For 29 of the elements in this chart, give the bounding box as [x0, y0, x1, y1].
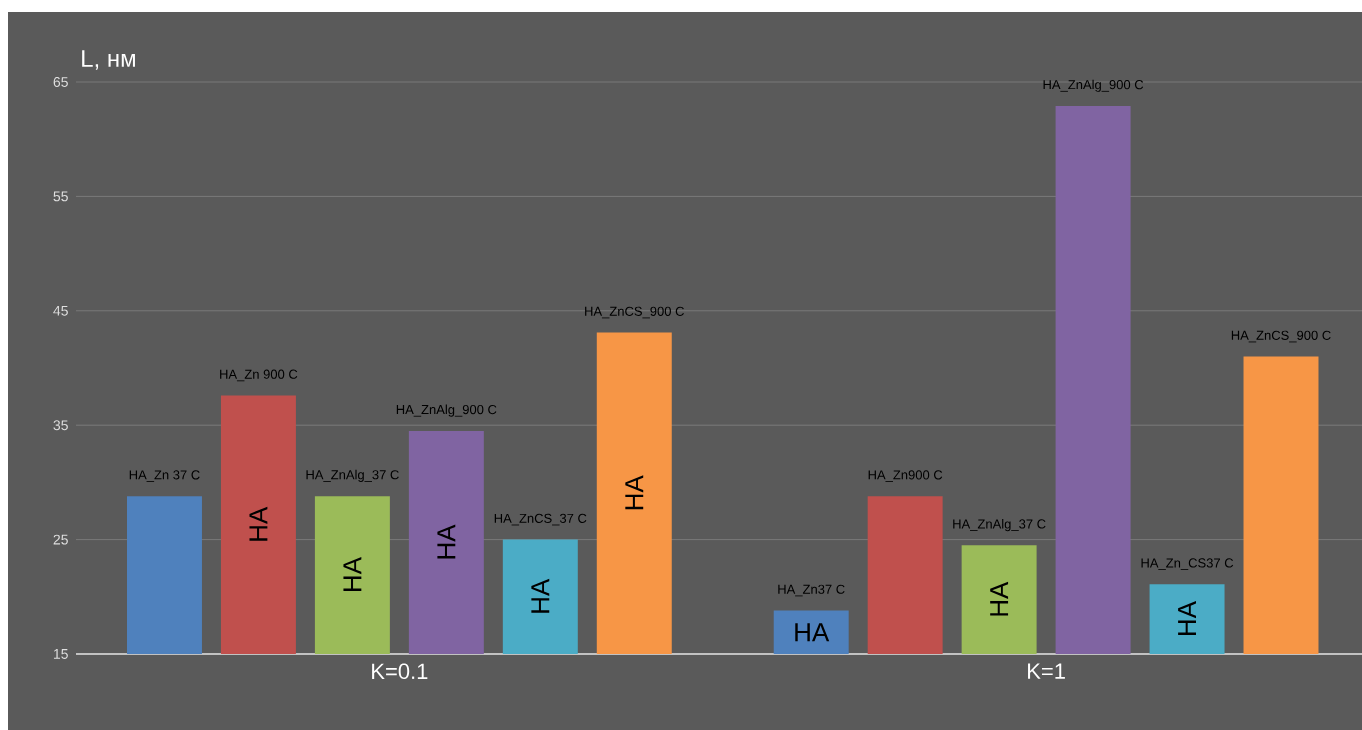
- annotation: HA_Zn37 C: [778, 584, 845, 597]
- annotation: HA_ZnAlg_37 C: [306, 469, 399, 482]
- annotation: HA_ZnCS_900 C: [1231, 330, 1331, 343]
- annotation: HA_ZnAlg_37 C: [953, 519, 1046, 532]
- annotation: HA: [531, 578, 550, 613]
- annotation: HA_ZnAlg_900 C: [396, 404, 497, 417]
- annotation: HA: [343, 557, 362, 591]
- y-tick-label: 35: [53, 420, 68, 431]
- y-tick-label: 25: [53, 534, 68, 545]
- annotation: HA: [249, 506, 268, 541]
- y-tick-label: 45: [53, 305, 68, 316]
- y-tick-label: 55: [53, 191, 68, 202]
- x-tick-label: K=0.1: [372, 663, 428, 680]
- annotation: HA: [437, 524, 456, 559]
- y-tick-label: 15: [53, 649, 68, 659]
- annotation: HA_ZnCS_900 C: [585, 306, 684, 319]
- x-tick-label: K=1: [1028, 663, 1065, 679]
- annotation: HA: [1178, 601, 1196, 636]
- y-axis-title: L, нм: [82, 50, 135, 70]
- y-tick-label: 65: [53, 77, 68, 87]
- annotation: HA: [795, 623, 830, 642]
- annotation: HA: [990, 581, 1009, 616]
- annotation: HA_Zn 900 C: [220, 369, 298, 382]
- annotation: HA: [625, 475, 644, 510]
- annotation: HA_ZnCS_37 C: [494, 513, 587, 526]
- annotation: HA_ZnAlg_900 C: [1043, 79, 1144, 92]
- annotation: HA_Zn 37 C: [129, 470, 200, 482]
- annotation: HA_Zn_CS37 C: [1141, 558, 1234, 571]
- annotation: HA_Zn900 C: [868, 470, 943, 482]
